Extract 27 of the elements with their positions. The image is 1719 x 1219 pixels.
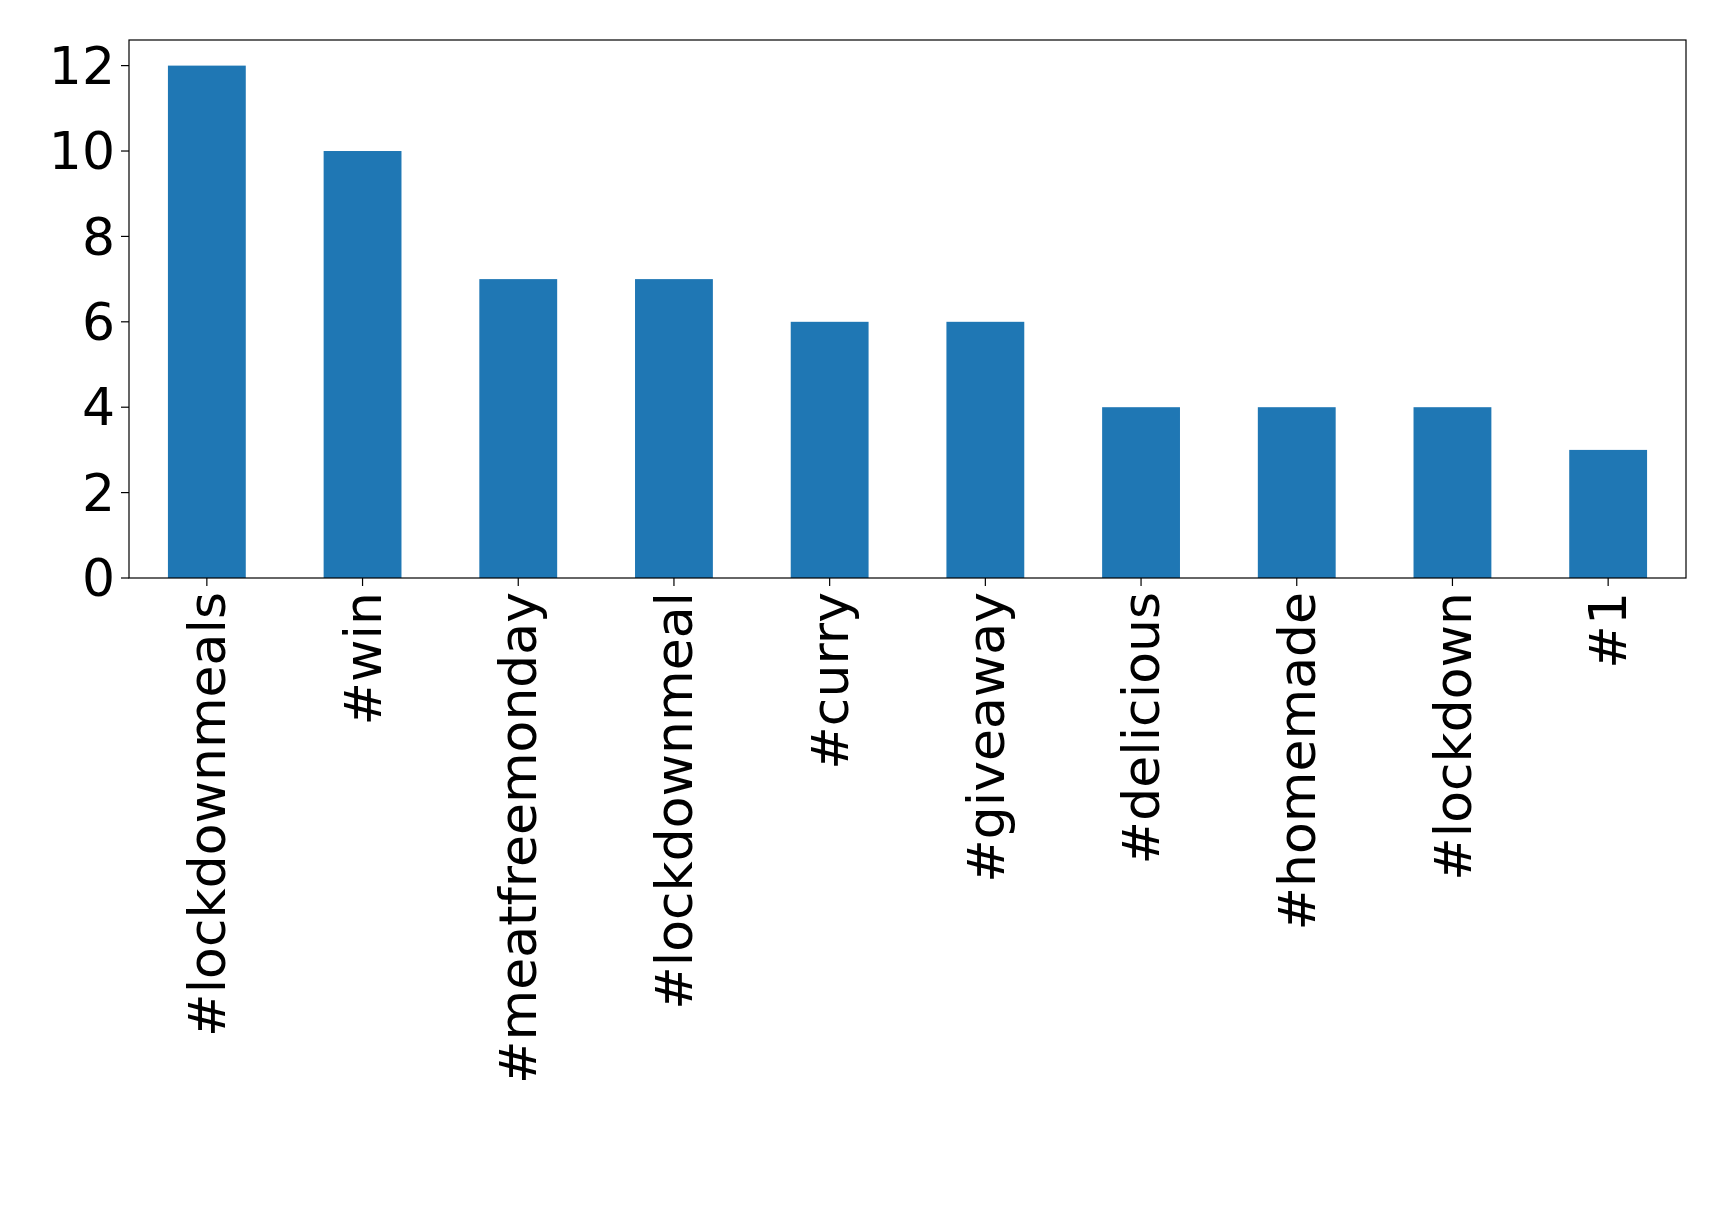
- bar: [1257, 407, 1336, 578]
- bar: [635, 279, 713, 578]
- y-tick-label: 8: [81, 206, 115, 267]
- x-tick-label: #homemade: [1266, 592, 1327, 931]
- bar: [479, 279, 558, 578]
- x-tick-label: #delicious: [1111, 592, 1172, 865]
- x-tick-label: #curry: [799, 592, 860, 770]
- x-tick-label: #lockdown: [1422, 592, 1483, 881]
- bar: [1569, 449, 1648, 578]
- x-tick-label: #lockdownmeal: [644, 592, 705, 1010]
- y-tick-label: 6: [81, 292, 115, 353]
- x-tick-label: #giveaway: [955, 592, 1016, 883]
- y-tick-label: 0: [81, 548, 115, 609]
- y-tick-label: 4: [81, 377, 115, 438]
- bar: [167, 65, 246, 578]
- x-tick-label: #win: [332, 592, 393, 726]
- y-tick-label: 10: [48, 121, 115, 182]
- bar: [1413, 407, 1492, 578]
- bar: [1102, 407, 1180, 578]
- x-tick-label: #lockdownmeals: [177, 592, 238, 1037]
- x-tick-label: #meatfreemonday: [488, 592, 549, 1085]
- bar: [323, 151, 402, 578]
- y-tick-label: 12: [48, 35, 115, 96]
- bar: [790, 321, 869, 578]
- x-tick-label: #1: [1578, 592, 1639, 669]
- bar: [946, 321, 1025, 578]
- y-tick-label: 2: [81, 462, 115, 523]
